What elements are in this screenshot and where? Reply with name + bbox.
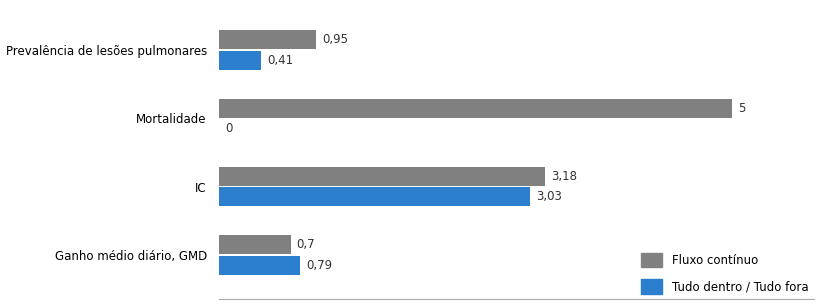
Text: 0: 0 [224,122,232,135]
Bar [219,51,260,70]
Bar [219,187,529,206]
Bar [219,30,316,49]
Text: 0,79: 0,79 [305,259,332,272]
Legend: Fluxo contínuo, Tudo dentro / Tudo fora: Fluxo contínuo, Tudo dentro / Tudo fora [640,253,808,293]
Text: 0,41: 0,41 [266,54,292,67]
Bar [219,235,290,254]
Bar [219,167,545,186]
Text: 3,03: 3,03 [536,190,561,203]
Bar [219,256,300,275]
Text: 0,95: 0,95 [322,33,348,46]
Text: 0,7: 0,7 [296,238,315,251]
Bar [219,99,731,118]
Text: 5: 5 [738,102,745,115]
Text: 3,18: 3,18 [551,170,577,183]
